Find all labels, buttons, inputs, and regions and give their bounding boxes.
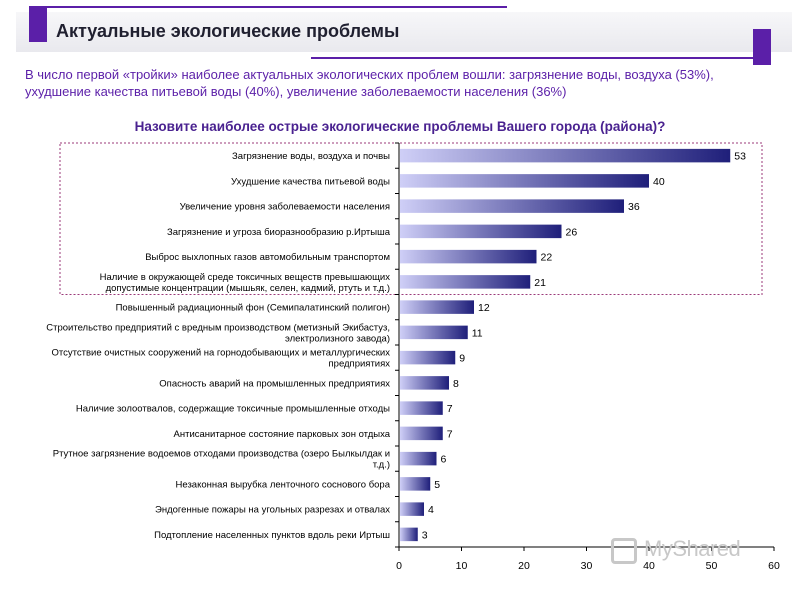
category-label: Загрязнение воды, воздуха и почвы: [232, 151, 390, 162]
bar: [400, 477, 431, 491]
category-label: Увеличение уровня заболеваемости населен…: [180, 202, 390, 213]
header-accent-right: [753, 29, 771, 65]
bar: [400, 350, 456, 365]
bar: [400, 275, 531, 289]
x-tick-label: 50: [706, 560, 718, 572]
bar: [400, 199, 624, 213]
bar: [400, 502, 424, 516]
bar: [400, 224, 562, 239]
header-accent-left: [29, 6, 47, 42]
intro-text: В число первой «тройки» наиболее актуаль…: [25, 67, 714, 99]
category-label: Антисанитарное состояние парковых зон от…: [174, 429, 391, 440]
x-tick-label: 60: [768, 560, 780, 572]
bar: [400, 148, 731, 163]
x-tick-label: 20: [518, 560, 530, 572]
category-label: Незаконная вырубка ленточного соснового …: [176, 479, 391, 490]
category-label: Повышенный радиационный фон (Семипалатин…: [116, 303, 390, 314]
data-label: 6: [441, 454, 447, 466]
data-label: 40: [653, 176, 665, 188]
bar: [400, 249, 537, 264]
category-label: Эндогенные пожары на угольных разрезах и…: [155, 505, 390, 516]
bar: [400, 300, 474, 314]
bar: [400, 376, 449, 390]
category-label: Выброс выхлопных газов автомобильным тра…: [145, 252, 390, 263]
watermark-text: MyShared: [644, 536, 741, 561]
category-label: Наличие золоотвалов, содержащие токсичны…: [76, 404, 390, 415]
x-tick-label: 30: [581, 560, 593, 572]
top-problems-highlight-box: [59, 142, 763, 295]
x-tick-label: 40: [643, 560, 655, 572]
data-label: 26: [566, 226, 578, 238]
bar: [400, 451, 437, 466]
header-banner: [16, 12, 792, 52]
category-label: Наличие в окружающей среде токсичных вещ…: [100, 272, 391, 294]
category-label: Опасность аварий на промышленных предпри…: [159, 378, 390, 389]
data-label: 8: [453, 378, 459, 390]
data-label: 11: [472, 327, 483, 339]
data-label: 4: [428, 504, 434, 516]
bar: [400, 401, 443, 415]
x-tick-label: 0: [396, 560, 402, 572]
category-label: Подтопление населенных пунктов вдоль рек…: [154, 530, 390, 541]
data-label: 5: [434, 479, 440, 491]
chart-title: Назовите наиболее острые экологические п…: [134, 119, 666, 134]
data-label: 21: [534, 277, 546, 289]
data-label: 9: [459, 353, 465, 365]
x-tick-label: 10: [456, 560, 468, 572]
category-label: Ухудшение качества питьевой воды: [231, 176, 390, 187]
bar: [400, 527, 418, 542]
data-label: 3: [422, 529, 428, 541]
bar: [400, 174, 649, 188]
page-title: Актуальные экологические проблемы: [56, 21, 400, 41]
watermark-icon: [611, 538, 637, 564]
bar: [400, 325, 468, 340]
category-label: Строительство предприятий с вредным прои…: [46, 322, 390, 344]
header-rule-bottom: [311, 57, 771, 59]
header-rule-top: [29, 6, 507, 8]
category-label: Отсутствие очистных сооружений на горнод…: [52, 348, 391, 370]
category-label: Ртутное загрязнение водоемов отходами пр…: [53, 449, 390, 471]
category-label: Загрязнение и угроза биоразнообразию р.И…: [167, 227, 391, 238]
data-label: 12: [478, 302, 490, 314]
data-label: 7: [447, 403, 453, 415]
data-label: 22: [541, 252, 553, 264]
data-label: 7: [447, 428, 453, 440]
data-label: 53: [734, 151, 746, 163]
data-label: 36: [628, 201, 640, 213]
bar: [400, 426, 443, 441]
